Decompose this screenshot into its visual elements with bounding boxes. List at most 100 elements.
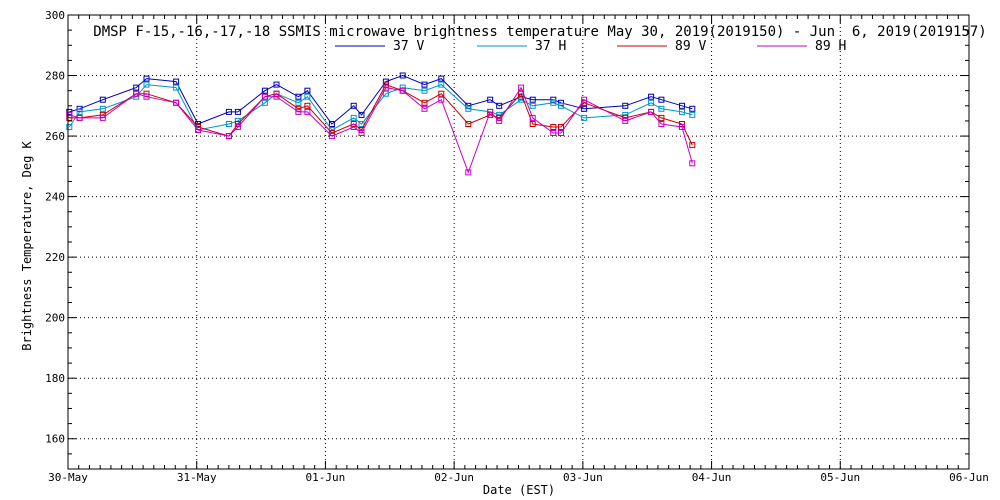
data-point (438, 81, 445, 88)
data-point (465, 105, 472, 112)
y-axis-label: Brightness Temperature, Deg K (20, 140, 34, 350)
legend-label: 89 H (815, 39, 846, 54)
data-point (648, 99, 655, 106)
data-point (261, 87, 268, 94)
data-point (622, 102, 629, 109)
data-point (382, 84, 389, 91)
data-point (173, 84, 180, 91)
data-point (66, 124, 73, 130)
data-point (133, 90, 140, 97)
y-tick-label: 160 (45, 433, 65, 446)
data-point (529, 102, 536, 109)
x-tick-label: 30-May (48, 471, 88, 484)
data-point (76, 108, 83, 115)
data-point (173, 78, 180, 85)
data-point (487, 96, 494, 103)
data-point (648, 108, 655, 115)
data-point (529, 121, 536, 127)
data-point (421, 81, 428, 88)
data-point (350, 124, 357, 130)
data-point (399, 87, 406, 94)
legend-label: 37 H (535, 39, 566, 54)
legend-label: 89 V (675, 39, 706, 54)
y-tick-label: 200 (45, 312, 65, 325)
data-point (76, 105, 83, 112)
data-point (622, 117, 629, 124)
data-point (518, 84, 525, 91)
data-point (143, 75, 150, 82)
data-point (234, 124, 241, 130)
data-point (465, 169, 472, 176)
data-point (558, 124, 564, 130)
y-tick-label: 240 (45, 191, 65, 204)
data-point (234, 108, 241, 115)
data-point (550, 99, 557, 106)
data-point (350, 102, 357, 109)
data-point (328, 121, 335, 127)
data-point (350, 114, 357, 121)
data-point (304, 102, 311, 109)
data-point (550, 96, 557, 103)
x-tick-label: 04-Jun (692, 471, 732, 484)
x-tick-label: 03-Jun (563, 471, 603, 484)
data-point (143, 81, 150, 88)
data-point (487, 108, 494, 115)
x-axis-label: Date (EST) (483, 483, 555, 497)
data-point (173, 99, 180, 106)
data-point (421, 105, 428, 112)
data-point (133, 84, 140, 91)
data-point (438, 90, 445, 97)
x-tick-label: 02-Jun (434, 471, 474, 484)
series-line (68, 84, 693, 131)
data-point (382, 90, 389, 97)
data-point (99, 105, 106, 112)
data-point (679, 124, 685, 130)
x-tick-label: 05-Jun (820, 471, 860, 484)
data-point (689, 160, 696, 167)
data-point (273, 81, 280, 88)
data-point (295, 93, 302, 100)
data-point (689, 142, 696, 149)
data-point (99, 96, 106, 103)
legend-item: 89 H (757, 39, 846, 54)
data-point (261, 93, 268, 100)
data-point (658, 105, 665, 112)
data-point (273, 93, 280, 100)
data-point (295, 99, 302, 106)
data-point (496, 117, 503, 124)
data-point (529, 96, 536, 103)
data-point (225, 121, 232, 127)
series-layer (66, 72, 696, 176)
legend-item: 37 V (335, 39, 424, 54)
data-point (304, 87, 311, 94)
data-point (550, 124, 557, 130)
data-point (195, 127, 201, 133)
data-point (304, 108, 311, 115)
data-point (558, 102, 564, 109)
data-point (438, 75, 445, 82)
data-point (689, 105, 696, 112)
x-tick-label: 06-Jun (949, 471, 989, 484)
data-point (399, 84, 406, 91)
y-tick-label: 280 (45, 70, 65, 83)
y-tick-label: 260 (45, 130, 65, 143)
y-tick-label: 220 (45, 251, 65, 264)
data-point (581, 114, 588, 121)
data-point (658, 114, 665, 121)
axis-layer: 30-May 31-May 01-Jun 02-Jun 03-Jun 04-Jun 05-J… (45, 9, 989, 484)
legend-label: 37 V (393, 39, 424, 54)
y-tick-label: 180 (45, 372, 65, 385)
x-tick-label: 31-May (177, 471, 217, 484)
data-point (358, 130, 365, 136)
series-line (69, 86, 693, 174)
data-point (658, 96, 665, 103)
legend-item: 37 H (477, 39, 566, 54)
series-89-h (66, 84, 696, 176)
data-point (399, 72, 406, 79)
data-point (581, 96, 588, 103)
data-point (225, 133, 232, 140)
data-point (496, 102, 503, 109)
data-point (679, 102, 685, 109)
data-point (438, 96, 445, 103)
